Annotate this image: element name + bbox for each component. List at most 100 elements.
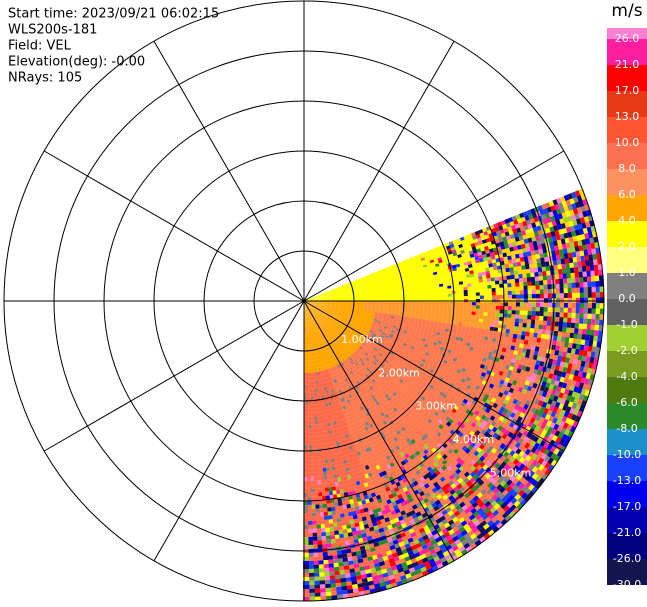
- sweep-cell: [431, 301, 436, 305]
- sweep-cell: [574, 272, 580, 279]
- sweep-cell: [576, 206, 583, 215]
- sweep-cell: [575, 251, 581, 258]
- sweep-cell: [358, 311, 363, 314]
- sweep-cell: [359, 308, 364, 311]
- sweep-cell: [498, 276, 503, 282]
- sweep-cell: [563, 312, 568, 319]
- sweep-cell: [331, 303, 336, 305]
- sweep-cell: [559, 317, 564, 324]
- sweep-cell: [555, 219, 562, 227]
- sweep-cell: [504, 260, 509, 266]
- sweep-cell: [570, 322, 576, 330]
- sweep-cell: [541, 329, 547, 336]
- sweep-cell: [465, 271, 470, 276]
- sweep-cell: [589, 259, 594, 267]
- sweep-cell: [502, 324, 507, 330]
- sweep-cell: [507, 306, 512, 311]
- sweep-cell: [347, 297, 352, 300]
- sweep-cell: [598, 325, 604, 333]
- sweep-cell: [361, 281, 366, 284]
- sweep-cell: [535, 235, 541, 242]
- sweep-cell: [527, 310, 532, 317]
- sweep-cell: [563, 216, 569, 224]
- sweep-cell: [331, 302, 336, 304]
- sweep-cell: [323, 296, 328, 298]
- sweep-cell: [467, 305, 472, 310]
- sweep-cell: [475, 289, 480, 294]
- sweep-cell: [363, 296, 368, 299]
- sweep-cell: [567, 282, 572, 290]
- sweep-cell: [492, 334, 498, 340]
- sweep-cell: [505, 325, 511, 331]
- sweep-cell: [459, 290, 464, 294]
- sweep-cell: [331, 305, 336, 307]
- sweep-cell: [379, 297, 384, 299]
- sweep-cell: [507, 313, 512, 319]
- sweep-cell: [575, 302, 580, 310]
- sweep-cell: [319, 303, 324, 305]
- sweep-cell: [455, 284, 460, 289]
- sweep-cell: [479, 285, 484, 290]
- sweep-cell: [415, 301, 420, 305]
- sweep-cell: [562, 322, 568, 329]
- sweep-cell: [454, 281, 460, 286]
- sweep-cell: [323, 296, 328, 298]
- sweep-cell: [487, 295, 492, 300]
- sweep-cell: [471, 305, 476, 310]
- sweep-cell: [383, 272, 388, 276]
- sweep-cell: [539, 280, 544, 286]
- sweep-cell: [517, 326, 523, 332]
- sweep-cell: [345, 284, 350, 287]
- sweep-cell: [415, 291, 420, 294]
- sweep-cell: [371, 296, 376, 298]
- sweep-cell: [395, 305, 400, 308]
- sweep-cell: [438, 281, 443, 285]
- sweep-cell: [495, 302, 500, 307]
- sweep-cell: [466, 320, 471, 325]
- sweep-cell: [327, 296, 332, 298]
- sweep-cell: [595, 281, 600, 288]
- sweep-cell: [536, 258, 542, 265]
- sweep-cell: [479, 315, 484, 320]
- sweep-cell: [311, 301, 316, 303]
- sweep-cell: [511, 302, 516, 308]
- sweep-cell: [479, 308, 484, 313]
- sweep-cell: [571, 317, 576, 325]
- sweep-cell: [533, 267, 539, 274]
- sweep-cell: [383, 298, 388, 301]
- sweep-cell: [307, 301, 312, 303]
- sweep-cell: [591, 286, 596, 294]
- sweep-cell: [427, 294, 432, 298]
- sweep-cell: [579, 313, 584, 320]
- sweep-cell: [411, 309, 416, 313]
- sweep-cell: [315, 301, 320, 303]
- sweep-cell: [523, 314, 528, 321]
- sweep-cell: [599, 314, 604, 321]
- sweep-cell: [498, 320, 503, 326]
- sweep-cell: [411, 256, 417, 260]
- sweep-cell: [547, 302, 552, 309]
- sweep-cell: [523, 339, 529, 346]
- sweep-cell: [319, 296, 324, 298]
- sweep-cell: [319, 297, 324, 299]
- sweep-cell: [593, 264, 599, 272]
- sweep-cell: [547, 279, 552, 286]
- sweep-cell: [327, 296, 332, 298]
- sweep-cell: [446, 282, 452, 287]
- sweep-cell: [579, 292, 584, 299]
- sweep-cell: [364, 280, 370, 283]
- sweep-cell: [499, 291, 504, 296]
- sweep-cell: [477, 328, 482, 333]
- sweep-cell: [524, 260, 530, 266]
- sweep-cell: [443, 301, 448, 306]
- sweep-cell: [427, 308, 432, 312]
- sweep-cell: [473, 269, 478, 275]
- sweep-cell: [521, 269, 527, 275]
- sweep-cell: [391, 291, 396, 294]
- sweep-cell: [555, 278, 560, 285]
- sweep-cell: [574, 213, 581, 221]
- sweep-cell: [571, 292, 576, 299]
- sweep-cell: [587, 302, 592, 310]
- sweep-cell: [411, 291, 416, 295]
- sweep-cell: [507, 286, 512, 292]
